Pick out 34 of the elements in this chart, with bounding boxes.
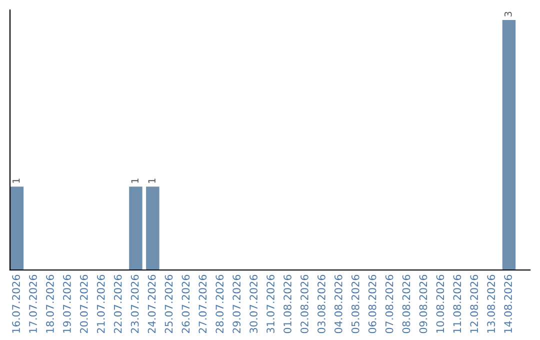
x-tick-label: 09.08.2026 xyxy=(419,274,428,334)
x-tick-label: 18.07.2026 xyxy=(46,274,54,333)
x-tick-label: 21.07.2026 xyxy=(96,274,105,334)
x-tick-label: 13.08.2026 xyxy=(487,274,496,333)
x-tick-label: 30.07.2026 xyxy=(250,274,258,334)
x-tick-label: 22.07.2026 xyxy=(114,274,122,334)
x-tick-label: 23.07.2026 xyxy=(130,274,139,334)
x-tick-label: 27.07.2026 xyxy=(198,274,207,334)
data-label: 1 xyxy=(12,178,20,183)
data-label: 1 xyxy=(148,178,156,183)
x-tick-label: 14.08.2026 xyxy=(504,274,512,333)
x-tick-label: 06.08.2026 xyxy=(368,274,376,334)
x-tick-label: 31.07.2026 xyxy=(266,274,274,334)
x-tick-label: 26.07.2026 xyxy=(182,274,190,334)
x-tick-label: 20.07.2026 xyxy=(80,274,88,334)
x-tick-label: 10.08.2026 xyxy=(436,274,444,333)
data-label: 1 xyxy=(131,178,138,183)
x-tick-label: 07.08.2026 xyxy=(385,274,394,334)
x-tick-label: 02.08.2026 xyxy=(300,274,308,334)
x-tick-label: 25.07.2026 xyxy=(164,274,173,334)
x-tick-label: 12.08.2026 xyxy=(470,274,478,333)
x-tick-label: 28.07.2026 xyxy=(216,274,224,334)
x-tick-label: 08.08.2026 xyxy=(402,274,410,334)
x-tick-label: 11.08.2026 xyxy=(453,274,462,333)
x-tick-label: 19.07.2026 xyxy=(62,274,71,333)
x-tick-label: 05.08.2026 xyxy=(351,274,360,334)
x-tick-label: 17.07.2026 xyxy=(29,274,37,333)
x-tick-label: 29.07.2026 xyxy=(232,274,241,334)
x-tick-label: 03.08.2026 xyxy=(317,274,326,334)
x-tick-label: 16.07.2026 xyxy=(12,274,20,333)
x-tick-label: 24.07.2026 xyxy=(148,274,156,334)
x-tick-label: 01.08.2026 xyxy=(284,274,292,334)
data-label: 3 xyxy=(504,12,512,16)
x-tick-label: 04.08.2026 xyxy=(334,274,342,334)
